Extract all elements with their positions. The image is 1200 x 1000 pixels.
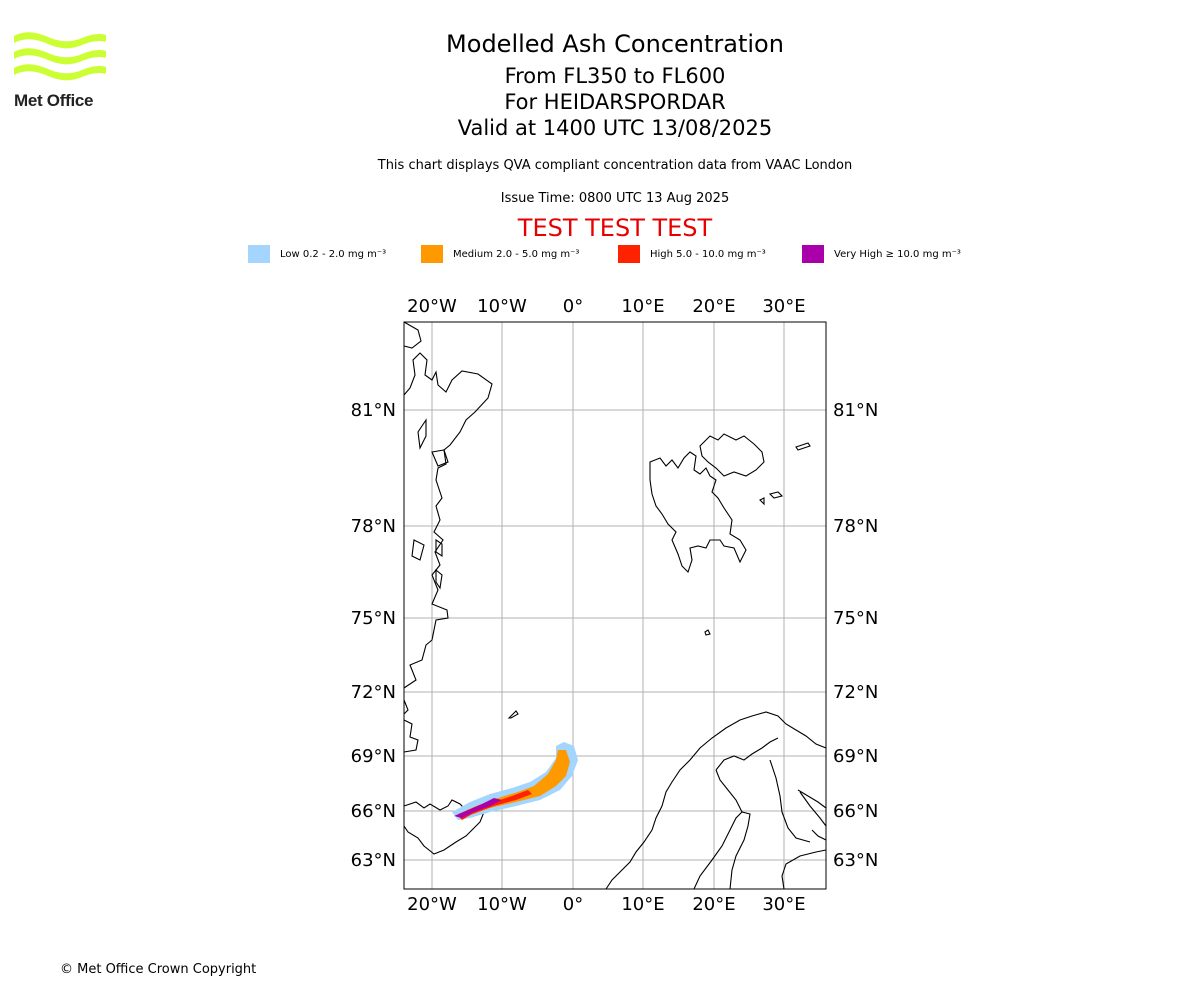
chart-title: Modelled Ash Concentration [446, 30, 784, 58]
lat-label: 81°N [833, 400, 878, 421]
coast-svalbard [649, 451, 747, 574]
map-frame [403, 321, 827, 890]
volcano-name: For HEIDARSPORDAR [504, 90, 726, 114]
logo-text: Met Office [14, 91, 94, 110]
legend-swatch-very-high [802, 245, 824, 263]
lat-label: 75°N [833, 608, 878, 629]
lat-label: 78°N [833, 516, 878, 537]
lat-label: 66°N [833, 801, 878, 822]
coast-sweden-inner [715, 737, 779, 771]
legend-label-low: Low 0.2 - 2.0 mg m⁻³ [280, 248, 387, 260]
coast-greenland-inlet [417, 418, 427, 450]
coast-finland [781, 849, 827, 890]
met-office-logo: Met Office [14, 30, 108, 112]
valid-time: Valid at 1400 UTC 13/08/2025 [457, 116, 773, 140]
coast-greenland-island-2 [435, 538, 443, 558]
lon-label: 0° [563, 894, 583, 915]
legend-item-very-high: Very High ≥ 10.0 mg m⁻³ [802, 244, 961, 264]
coast-bothnia [693, 811, 751, 890]
ash-medium [458, 750, 570, 816]
coast-jan-mayen [507, 710, 519, 719]
lon-label: 30°E [762, 296, 805, 317]
lon-label: 10°W [477, 894, 527, 915]
ash-low [452, 742, 578, 820]
coast-gulf-of-bothnia-north [715, 759, 811, 843]
ash-very-high [454, 798, 502, 818]
legend-item-medium: Medium 2.0 - 5.0 mg m⁻³ [421, 244, 579, 264]
lat-label: 78°N [351, 516, 396, 537]
legend: Low 0.2 - 2.0 mg m⁻³ Medium 2.0 - 5.0 mg… [0, 244, 1200, 264]
legend-swatch-high [618, 245, 640, 263]
compliance-note: This chart displays QVA compliant concen… [377, 158, 853, 173]
lon-label: 10°E [621, 296, 664, 317]
legend-swatch-low [248, 245, 270, 263]
legend-label-medium: Medium 2.0 - 5.0 mg m⁻³ [453, 248, 580, 260]
lat-label: 72°N [833, 682, 878, 703]
lat-label: 72°N [351, 682, 396, 703]
lon-label: 20°E [692, 894, 735, 915]
legend-swatch-medium [421, 245, 443, 263]
coast-greenland-island-4 [411, 539, 425, 561]
test-banner: TEST TEST TEST [517, 214, 713, 242]
lon-labels-bottom: 20°W 10°W 0° 10°E 20°E 30°E [407, 894, 805, 915]
lat-label: 63°N [351, 850, 396, 871]
coast-nordaustlandet [699, 433, 765, 477]
lon-labels-top: 20°W 10°W 0° 10°E 20°E 30°E [407, 296, 805, 317]
coast-greenland [403, 321, 493, 753]
ash-high [458, 790, 532, 820]
lat-label: 69°N [351, 746, 396, 767]
lat-label: 66°N [351, 801, 396, 822]
lon-label: 10°W [477, 296, 527, 317]
legend-item-high: High 5.0 - 10.0 mg m⁻³ [618, 244, 766, 264]
coast-kvitoya [795, 442, 811, 451]
lat-label: 81°N [351, 400, 396, 421]
lon-label: 10°E [621, 894, 664, 915]
lon-label: 0° [563, 296, 583, 317]
lat-label: 69°N [833, 746, 878, 767]
legend-label-high: High 5.0 - 10.0 mg m⁻³ [650, 248, 766, 260]
legend-label-very-high: Very High ≥ 10.0 mg m⁻³ [834, 248, 961, 260]
lat-labels-right: 81°N 78°N 75°N 72°N 69°N 66°N 63°N [833, 400, 878, 871]
lat-labels-left: 81°N 78°N 75°N 72°N 69°N 66°N 63°N [351, 400, 396, 871]
coast-greenland-island-3 [435, 568, 443, 590]
lon-label: 20°W [407, 296, 457, 317]
wave-logo-icon [14, 32, 106, 81]
coast-norway [605, 711, 827, 890]
lon-label: 20°W [407, 894, 457, 915]
lon-label: 20°E [692, 296, 735, 317]
coast-bear-island [704, 629, 711, 636]
coastlines [403, 321, 827, 890]
issue-time: Issue Time: 0800 UTC 13 Aug 2025 [500, 191, 730, 206]
coast-kola [797, 789, 827, 841]
flight-levels: From FL350 to FL600 [504, 64, 726, 88]
lat-label: 75°N [351, 608, 396, 629]
coast-greenland-island-1 [431, 449, 449, 467]
copyright-notice: © Met Office Crown Copyright [60, 962, 257, 977]
ash-plume [452, 742, 578, 820]
lat-label: 63°N [833, 850, 878, 871]
lon-label: 30°E [762, 894, 805, 915]
coast-russia-white-sea [799, 791, 827, 827]
coast-kong-karl [759, 491, 784, 506]
legend-item-low: Low 0.2 - 2.0 mg m⁻³ [248, 244, 386, 264]
